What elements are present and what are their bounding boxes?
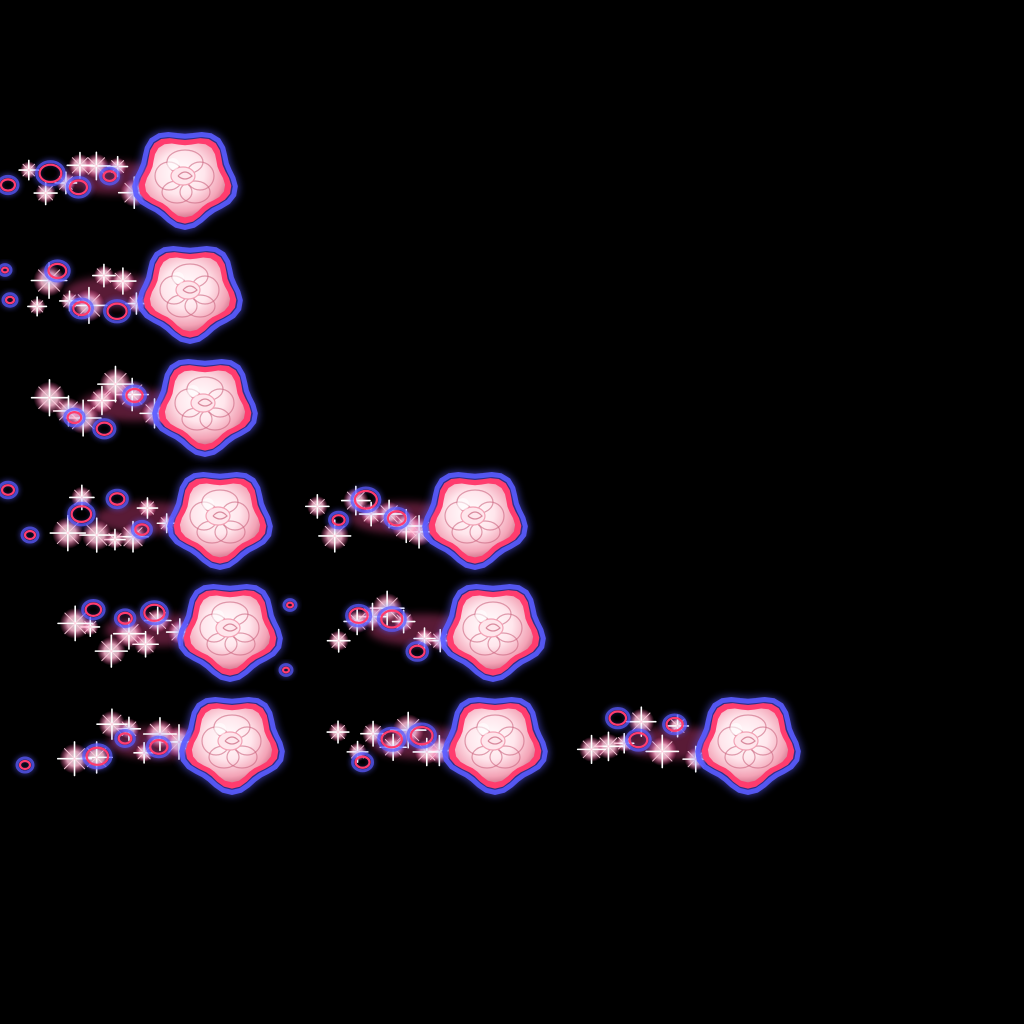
sprite-frame-r3-f1 xyxy=(30,358,260,459)
sparkle-icon xyxy=(304,493,330,519)
sparkle-icon xyxy=(136,497,159,519)
sparkle-icon xyxy=(57,605,94,642)
spark-ring-icon xyxy=(282,598,298,612)
sparkle-icon xyxy=(94,634,129,668)
stray-particle-2 xyxy=(1,292,19,308)
spark-ring-icon xyxy=(82,743,113,770)
sparkle-icon xyxy=(56,741,93,777)
rose-icon xyxy=(693,696,803,797)
spark-ring-icon xyxy=(130,519,153,540)
spark-ring-icon xyxy=(605,707,631,730)
sprite-frame-r6-f3 xyxy=(576,696,803,797)
spark-ring-icon xyxy=(63,407,86,428)
spark-ring-icon xyxy=(376,606,407,632)
spark-ring-icon xyxy=(20,526,40,544)
spark-ring-icon xyxy=(1,292,19,308)
rose-icon xyxy=(177,696,287,797)
spark-ring-icon xyxy=(406,722,437,749)
spark-ring-icon xyxy=(92,418,117,440)
spark-ring-icon xyxy=(67,501,96,527)
rose-icon xyxy=(440,696,550,797)
rose-icon xyxy=(165,471,275,572)
sparkle-icon xyxy=(66,151,94,179)
sparkle-icon xyxy=(18,159,40,181)
spark-ring-icon xyxy=(328,510,350,530)
sparkle-icon xyxy=(576,734,607,765)
sprite-frame-r4-f1 xyxy=(49,471,275,572)
rose-icon xyxy=(150,358,260,459)
sparkle-icon xyxy=(109,267,137,295)
sparkle-icon xyxy=(326,628,351,653)
stray-particle-3 xyxy=(0,480,19,500)
spark-ring-icon xyxy=(139,600,169,626)
stray-particle-4 xyxy=(20,526,40,544)
spark-ring-icon xyxy=(0,480,19,500)
rose-icon xyxy=(438,583,548,684)
spark-ring-icon xyxy=(377,726,407,752)
spark-ring-icon xyxy=(81,599,106,621)
sparkle-icon xyxy=(645,734,680,769)
stray-particle-5 xyxy=(15,756,35,774)
spark-ring-icon xyxy=(278,663,294,677)
sparkle-icon xyxy=(27,296,48,317)
spark-ring-icon xyxy=(113,608,137,629)
sparkle-icon xyxy=(326,720,350,744)
sprite-frame-r1-f1 xyxy=(18,131,240,232)
spark-ring-icon xyxy=(99,166,121,186)
spark-ring-icon xyxy=(145,735,172,759)
spark-ring-icon xyxy=(15,756,35,774)
sparkle-icon xyxy=(87,385,117,416)
spark-ring-icon xyxy=(0,263,13,277)
spark-ring-icon xyxy=(625,728,652,752)
spark-ring-icon xyxy=(114,728,136,748)
sprite-frame-r6-f1 xyxy=(56,696,287,797)
spark-ring-icon xyxy=(121,384,148,407)
spark-ring-icon xyxy=(383,506,411,530)
spark-ring-icon xyxy=(350,486,382,514)
spark-ring-icon xyxy=(65,175,92,199)
rose-icon xyxy=(135,245,245,346)
sprite-frame-r5-f1 xyxy=(57,583,285,684)
spark-ring-icon xyxy=(35,160,66,187)
sparkle-icon xyxy=(30,378,69,417)
rose-icon xyxy=(130,131,240,232)
spark-ring-icon xyxy=(105,488,129,510)
spark-ring-icon xyxy=(0,174,20,196)
spark-ring-icon xyxy=(405,641,430,662)
spark-ring-icon xyxy=(44,259,71,283)
rose-icon xyxy=(175,583,285,684)
spark-ring-icon xyxy=(68,297,94,320)
stray-particle-1 xyxy=(0,174,20,196)
frames-layer xyxy=(0,131,803,797)
rose-icon xyxy=(420,471,530,572)
spark-ring-icon xyxy=(103,299,132,324)
sprite-frame-r6-f2 xyxy=(326,696,550,797)
sprite-frame-r5-f2 xyxy=(326,583,548,684)
sparkle-icon xyxy=(91,263,116,288)
stray-particle-7 xyxy=(278,663,294,677)
stray-particle-6 xyxy=(282,598,298,612)
sprite-frame-r2-f1 xyxy=(27,245,245,346)
sparkle-icon xyxy=(79,517,115,553)
sparkle-icon xyxy=(33,180,58,206)
spark-ring-icon xyxy=(662,713,688,736)
spark-ring-icon xyxy=(351,752,375,773)
spark-ring-icon xyxy=(345,603,373,628)
stray-particle-8 xyxy=(0,263,13,277)
sprite-frame-r4-f2 xyxy=(304,471,530,572)
